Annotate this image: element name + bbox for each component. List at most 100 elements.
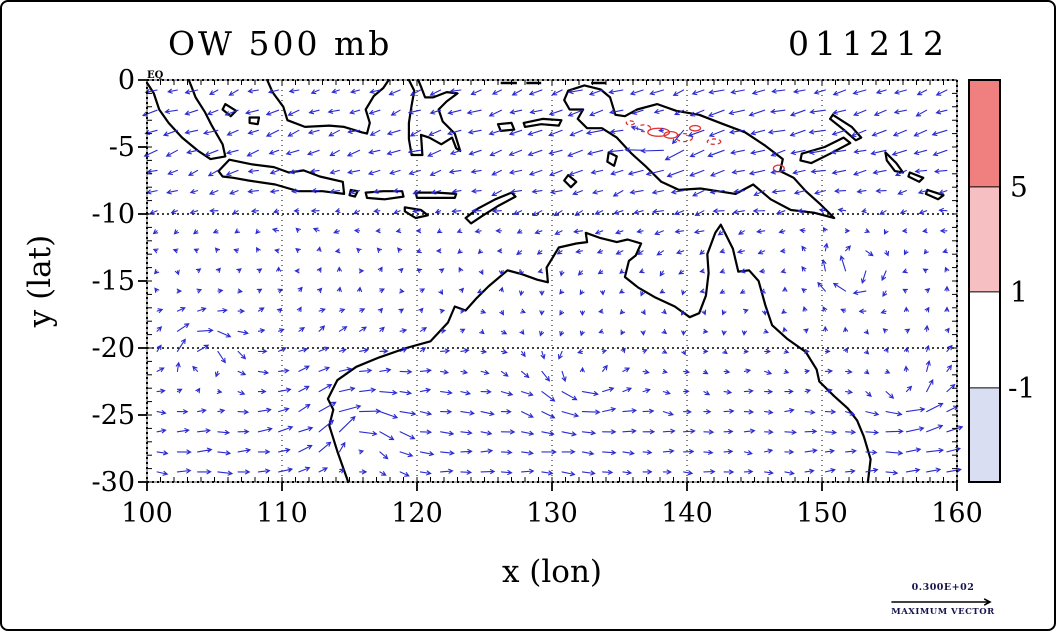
wind-vector <box>557 350 563 360</box>
wind-vector <box>287 109 300 116</box>
wind-vector <box>318 441 332 453</box>
wind-vector <box>763 328 770 334</box>
wind-vector <box>521 411 534 418</box>
wind-vector <box>368 109 381 115</box>
wind-vector <box>495 228 502 234</box>
wind-vector <box>156 428 167 434</box>
wind-vector <box>764 369 773 375</box>
wind-vector <box>237 370 247 376</box>
wind-vector <box>460 410 475 416</box>
wind-vector <box>398 267 404 274</box>
wind-vector <box>412 189 421 195</box>
wind-vector <box>500 409 512 415</box>
wind-vector <box>559 309 565 316</box>
wind-vector <box>561 370 567 383</box>
wind-vector <box>338 404 362 413</box>
wind-vector <box>598 308 604 314</box>
wind-vector <box>824 429 838 435</box>
wind-vector <box>519 290 525 297</box>
wind-vector <box>429 89 442 96</box>
coastline-sulawesi <box>407 78 462 157</box>
wind-vector <box>683 369 691 375</box>
wind-vector <box>412 208 421 214</box>
wind-vector <box>683 470 694 476</box>
wind-vector <box>581 409 601 415</box>
wind-vector <box>918 209 928 215</box>
wind-vector <box>271 227 280 233</box>
wind-vector <box>728 109 745 116</box>
wind-vector <box>338 386 356 393</box>
wind-vector <box>784 470 795 476</box>
wind-vector <box>784 388 794 395</box>
wind-vector <box>687 129 705 137</box>
wind-vector <box>926 424 944 433</box>
wind-vector <box>823 242 829 252</box>
wind-vector <box>817 281 826 292</box>
wind-vector <box>419 470 432 476</box>
wind-vector <box>369 88 381 94</box>
wind-vector <box>176 409 189 415</box>
wind-vector <box>338 441 346 453</box>
wind-vector <box>225 149 239 155</box>
wind-vector <box>865 391 872 397</box>
wind-vector <box>792 169 806 175</box>
wind-vector <box>197 344 210 352</box>
wind-vector <box>573 228 583 234</box>
wind-vector <box>257 449 271 455</box>
wind-vector <box>764 429 774 435</box>
wind-vector <box>675 249 685 255</box>
wind-vector <box>428 129 442 137</box>
max-vector-arrow <box>891 598 992 606</box>
wind-vector <box>196 288 203 294</box>
wind-vector <box>743 428 756 434</box>
wind-vector <box>553 210 563 217</box>
wind-vector <box>498 286 504 293</box>
y-tick-label: -10 <box>92 199 135 230</box>
wind-vector <box>393 209 401 215</box>
wind-vector <box>347 169 361 175</box>
ow-contour <box>675 132 694 143</box>
wind-vector <box>723 449 734 455</box>
wind-vector <box>440 468 454 474</box>
x-tick-label: 140 <box>661 498 713 529</box>
wind-vector <box>712 208 725 214</box>
wind-vector <box>536 249 543 255</box>
wind-vector <box>334 208 341 214</box>
wind-vector <box>581 391 599 397</box>
wind-vector <box>865 429 880 435</box>
wind-vector <box>478 269 484 276</box>
wind-vector <box>642 369 650 375</box>
wind-vector <box>430 189 442 195</box>
wind-vector <box>176 468 192 474</box>
wind-vector <box>419 288 426 294</box>
wind-vector <box>642 469 653 475</box>
wind-vector <box>581 450 595 456</box>
wind-vector <box>832 282 847 292</box>
wind-vector <box>689 169 705 177</box>
wind-vector <box>901 268 908 274</box>
wind-vector <box>548 129 563 137</box>
wind-vector <box>154 287 160 293</box>
wind-vector <box>631 109 644 115</box>
wind-vector <box>399 328 408 334</box>
wind-vector <box>602 450 617 456</box>
wind-vector <box>233 248 240 254</box>
wind-vector <box>683 409 692 415</box>
wind-vector <box>359 469 368 475</box>
wind-vector <box>834 188 847 194</box>
wind-vector <box>935 109 948 115</box>
wind-vector <box>914 168 928 174</box>
wind-vector <box>845 468 856 474</box>
wind-vector <box>471 188 482 194</box>
wind-vector <box>651 189 664 195</box>
wind-vector <box>310 188 320 194</box>
wind-vector <box>760 288 766 294</box>
wind-vector <box>197 307 207 313</box>
ow-contour <box>706 138 722 145</box>
wind-vector <box>581 470 596 476</box>
wind-vector <box>771 88 786 94</box>
wind-vector <box>723 389 733 395</box>
wind-vector <box>731 169 745 175</box>
wind-vector <box>622 450 635 456</box>
wind-vector <box>386 129 401 136</box>
